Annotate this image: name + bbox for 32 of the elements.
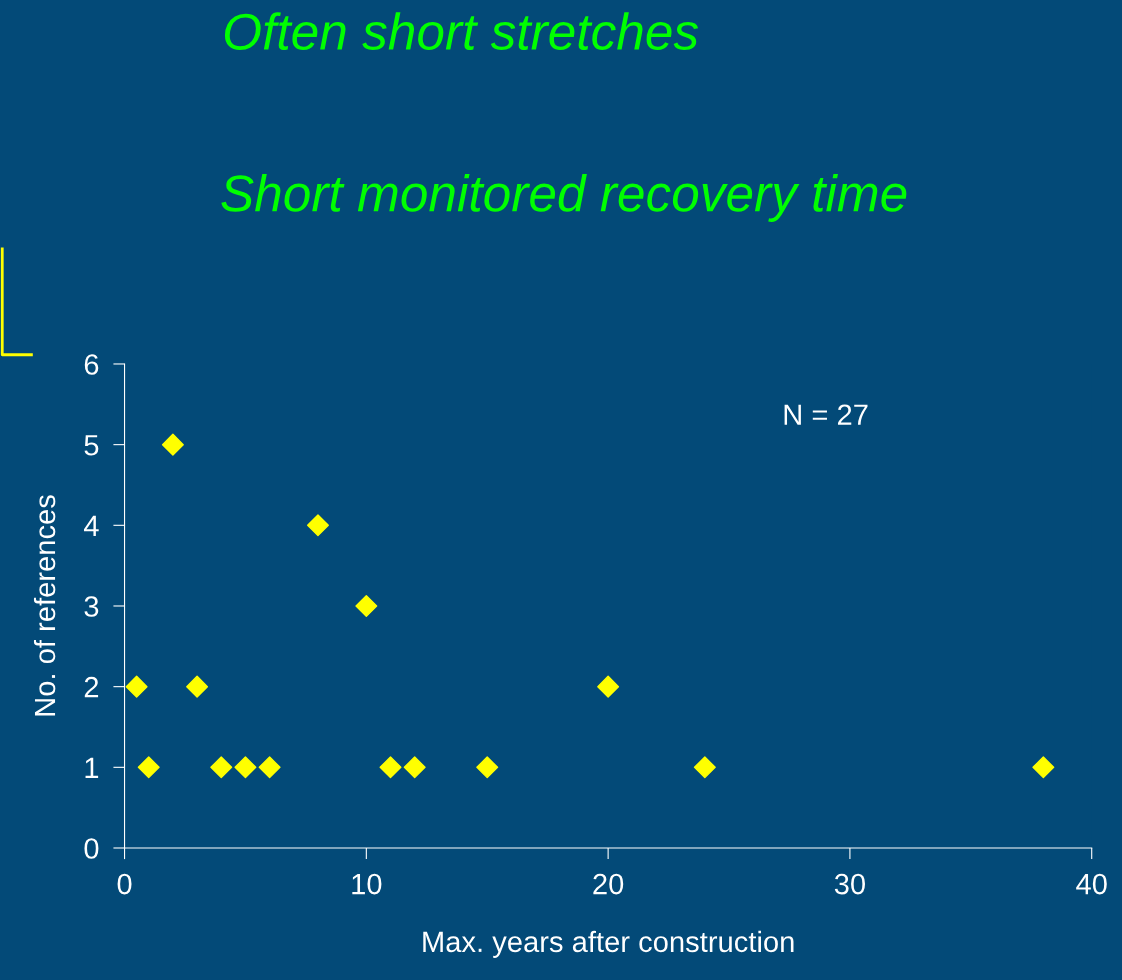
x-tick-label: 30	[834, 873, 865, 895]
point	[210, 756, 233, 779]
chart-subtitle: Short monitored recovery time	[221, 174, 907, 222]
point	[693, 756, 716, 779]
point	[137, 756, 160, 779]
x-tick-label: 40	[1076, 873, 1107, 895]
y-axis-title: No. of references	[33, 495, 56, 716]
point	[597, 675, 620, 698]
point	[355, 594, 378, 617]
y-tick-label: 4	[83, 515, 99, 536]
point	[125, 675, 148, 698]
y-tick-label: 6	[84, 354, 99, 375]
point	[1032, 756, 1055, 779]
y-tick-label: 0	[84, 838, 99, 859]
point	[161, 433, 184, 456]
x-axis-title: Max. years after construction	[423, 930, 794, 958]
y-tick-label: 2	[84, 676, 99, 698]
x-tick-label: 10	[352, 873, 382, 895]
y-tick-label: 1	[85, 757, 99, 778]
point	[306, 514, 329, 537]
x-tick-label: 20	[593, 873, 624, 895]
chart-title: Often short stretches	[224, 12, 699, 51]
x-tick-label: 0	[117, 873, 132, 895]
y-tick-label: 5	[84, 435, 99, 456]
point	[476, 756, 499, 779]
point	[258, 756, 281, 779]
point	[234, 756, 257, 779]
point	[379, 756, 402, 779]
point	[186, 675, 209, 698]
y-tick-label: 3	[84, 596, 99, 617]
annotation: N = 27	[784, 404, 868, 425]
point	[403, 756, 426, 779]
